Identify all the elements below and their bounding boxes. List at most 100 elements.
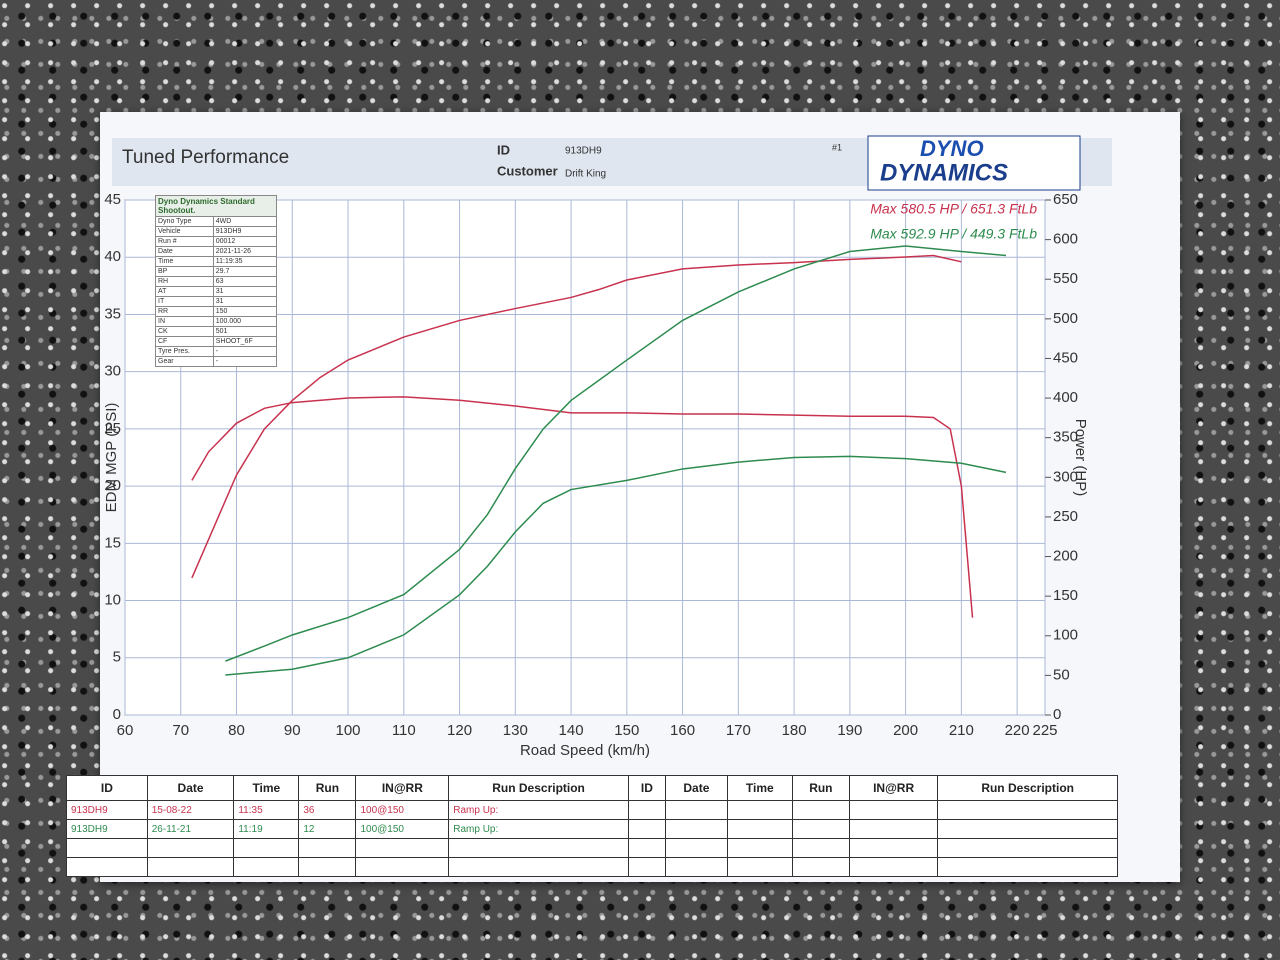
info-cell: 2021-11-26 — [212, 246, 278, 257]
runs-cell — [726, 838, 793, 858]
info-cell: Time — [155, 256, 214, 267]
runs-cell — [233, 838, 300, 858]
x-axis-title: Road Speed (km/h) — [520, 742, 650, 759]
y-tick-label: 0 — [113, 706, 121, 723]
runs-cell: 12 — [298, 819, 357, 839]
runs-cell — [937, 800, 1118, 820]
runs-cell: 11:35 — [233, 800, 300, 820]
y2-tick-label: 450 — [1053, 349, 1078, 366]
runs-header-cell: ID — [627, 775, 666, 801]
y-tick-label: 40 — [104, 248, 121, 265]
runs-cell: Ramp Up: — [448, 800, 629, 820]
info-row: RH 63 — [155, 276, 278, 287]
runs-cell — [937, 857, 1118, 877]
runs-header-cell: IN@RR — [848, 775, 939, 801]
info-cell: Dyno Type — [155, 216, 214, 227]
info-cell: 913DH9 — [212, 226, 278, 237]
info-row: IT 31 — [155, 296, 278, 307]
y2-tick-label: 400 — [1053, 389, 1078, 406]
runs-row: 913DH9 15-08-22 11:35 36 100@150 Ramp Up: — [66, 800, 1118, 820]
x-tick-label: 190 — [837, 722, 862, 739]
legend-entry: Max 580.5 HP / 651.3 FtLb — [870, 201, 1037, 217]
runs-header-cell: Time — [233, 775, 300, 801]
info-cell: Vehicle — [155, 226, 214, 237]
y-tick-label: 15 — [104, 534, 121, 551]
runs-cell: 36 — [298, 800, 357, 820]
series-line — [225, 455, 1007, 676]
sheet-number: #1 — [832, 142, 842, 152]
runs-row — [66, 857, 1118, 877]
info-row: Date 2021-11-26 — [155, 246, 278, 257]
x-tick-label: 100 — [336, 722, 361, 739]
runs-cell — [298, 838, 357, 858]
runs-cell — [355, 857, 450, 877]
runs-header: ID Date Time Run IN@RR Run Description ID Date T… — [66, 775, 1118, 801]
info-row: CK 501 — [155, 326, 278, 337]
info-cell: 00012 — [212, 236, 278, 247]
y2-tick-label: 650 — [1053, 191, 1078, 208]
runs-cell — [791, 857, 850, 877]
runs-cell — [627, 857, 666, 877]
y2-tick-label: 150 — [1053, 587, 1078, 604]
series-line — [191, 396, 974, 618]
x-tick-label: 150 — [614, 722, 639, 739]
runs-cell: Ramp Up: — [448, 819, 629, 839]
x-tick-label: 60 — [117, 722, 134, 739]
info-cell: Gear — [155, 356, 214, 367]
runs-cell — [66, 857, 148, 877]
runs-header-cell: Run Description — [448, 775, 629, 801]
info-cell: CK — [155, 326, 214, 337]
runs-cell — [448, 857, 629, 877]
runs-cell — [726, 819, 793, 839]
info-row: Dyno Type 4WD — [155, 216, 278, 227]
info-cell: Date — [155, 246, 214, 257]
y2-tick-label: 600 — [1053, 231, 1078, 248]
y2-tick-label: 100 — [1053, 627, 1078, 644]
runs-cell — [664, 838, 728, 858]
runs-cell — [726, 800, 793, 820]
runs-row: 913DH9 26-11-21 11:19 12 100@150 Ramp Up: — [66, 819, 1118, 839]
info-cell: 31 — [212, 286, 278, 297]
info-cell: Run # — [155, 236, 214, 247]
runs-cell — [937, 838, 1118, 858]
y-tick-label: 10 — [104, 592, 121, 609]
series-line — [225, 245, 1007, 662]
info-title: Dyno Dynamics Standard Shootout. — [155, 195, 277, 216]
legend-entry: Max 592.9 HP / 449.3 FtLb — [870, 226, 1037, 242]
runs-table: ID Date Time Run IN@RR Run Description ID Date T… — [66, 775, 1118, 877]
x-tick-label: 70 — [172, 722, 189, 739]
runs-cell — [664, 819, 728, 839]
info-row: Vehicle 913DH9 — [155, 226, 278, 237]
info-cell: 63 — [212, 276, 278, 287]
runs-header-cell: Date — [664, 775, 728, 801]
y-tick-label: 35 — [104, 305, 121, 322]
x-tick-label: 220 — [1005, 722, 1030, 739]
customer-label: Customer — [497, 163, 558, 178]
y-tick-label: 25 — [104, 420, 121, 437]
y2-tick-label: 500 — [1053, 310, 1078, 327]
runs-cell — [66, 838, 148, 858]
info-cell: - — [212, 356, 278, 367]
runs-cell: 15-08-22 — [146, 800, 235, 820]
runs-cell — [791, 800, 850, 820]
runs-cell: 11:19 — [233, 819, 300, 839]
info-row: Gear - — [155, 356, 278, 367]
info-cell: 11:19:35 — [212, 256, 278, 267]
runs-cell: 913DH9 — [66, 819, 148, 839]
runs-cell — [627, 819, 666, 839]
y2-tick-label: 300 — [1053, 468, 1078, 485]
x-tick-label: 170 — [726, 722, 751, 739]
id-value: 913DH9 — [565, 146, 602, 157]
info-cell: IT — [155, 296, 214, 307]
runs-cell — [937, 819, 1118, 839]
runs-cell — [664, 800, 728, 820]
x-tick-label: 200 — [893, 722, 918, 739]
runs-cell — [448, 838, 629, 858]
runs-cell — [848, 838, 939, 858]
y2-tick-label: 250 — [1053, 508, 1078, 525]
runs-cell — [848, 800, 939, 820]
y2-tick-label: 350 — [1053, 429, 1078, 446]
y-tick-label: 45 — [104, 191, 121, 208]
x-tick-label: 140 — [559, 722, 584, 739]
